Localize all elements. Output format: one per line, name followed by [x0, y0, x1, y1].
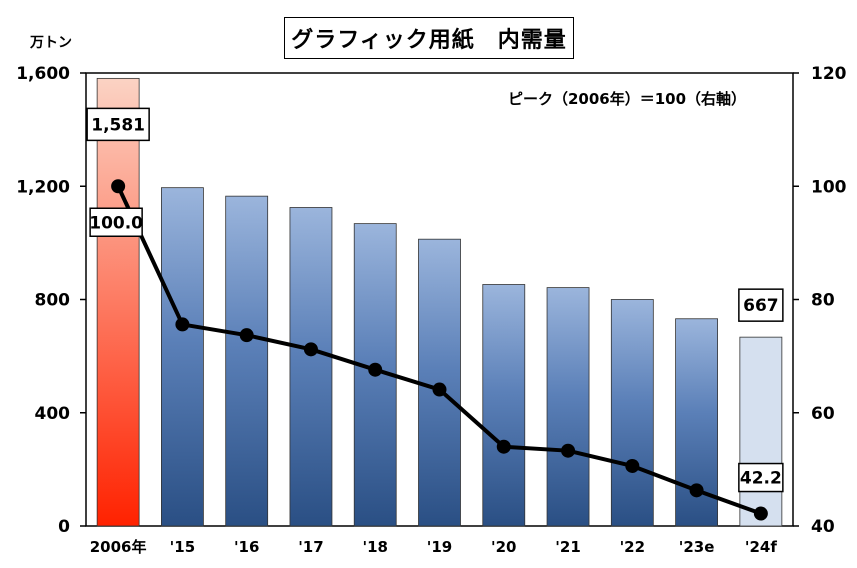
- x-tick-label: '21: [555, 538, 580, 556]
- chart-title: グラフィック用紙 内需量: [284, 17, 574, 59]
- left-axis-tick-label: 0: [58, 517, 70, 537]
- data-label-bar-10: 667: [743, 296, 779, 316]
- bar-3: [289, 207, 333, 527]
- data-label-line-0: 100.0: [89, 213, 143, 233]
- line-point-3: [303, 342, 318, 357]
- x-tick-label: 2006年: [90, 538, 147, 556]
- x-tick-label: '16: [234, 538, 259, 556]
- left-axis-tick-label: 400: [35, 404, 71, 424]
- x-tick-label: '17: [298, 538, 323, 556]
- line-point-6: [496, 439, 511, 454]
- bar-10: [739, 336, 783, 527]
- bar-5: [418, 238, 461, 527]
- x-tick-label: '18: [362, 538, 387, 556]
- line-point-1: [175, 317, 190, 332]
- right-axis-tick-label: 80: [811, 291, 835, 311]
- bar-8: [610, 299, 654, 527]
- x-tick-label: '22: [620, 538, 645, 556]
- line-point-5: [432, 382, 447, 397]
- data-label-bar-0: 1,581: [91, 115, 145, 135]
- x-tick-label: '23e: [679, 538, 715, 556]
- line-point-4: [368, 362, 383, 377]
- left-axis-tick-label: 1,200: [16, 177, 70, 197]
- right-axis-annotation: ピーク（2006年）＝100（右軸）: [508, 90, 747, 108]
- x-tick-label: '19: [427, 538, 452, 556]
- data-label-line-0-box: [89, 207, 143, 237]
- right-axis-tick-label: 120: [811, 64, 847, 84]
- data-label-bar-10-box: [738, 288, 784, 322]
- line-point-10: [753, 506, 768, 521]
- line-point-9: [689, 483, 704, 498]
- line-point-2: [239, 328, 254, 343]
- bar-0: [96, 77, 140, 527]
- right-axis-tick-label: 100: [811, 177, 847, 197]
- right-axis-tick-label: 60: [811, 404, 835, 424]
- bar-2: [225, 195, 269, 527]
- bar-1: [161, 187, 204, 527]
- bar-6: [482, 284, 526, 527]
- x-tick-label: '15: [170, 538, 195, 556]
- data-label-line-10: 42.2: [740, 469, 782, 489]
- data-label-line-10-box: [738, 462, 784, 493]
- data-label-bar-0-box: [86, 107, 150, 142]
- left-axis-tick-label: 1,600: [16, 64, 70, 84]
- line-point-8: [625, 458, 640, 473]
- right-axis-tick-label: 40: [811, 517, 835, 537]
- left-axis-tick-label: 800: [35, 291, 71, 311]
- line-point-7: [561, 443, 576, 458]
- bar-7: [546, 287, 590, 527]
- y-axis-unit-label: 万トン: [30, 35, 72, 51]
- x-tick-label: '20: [491, 538, 516, 556]
- line-point-0: [111, 179, 126, 194]
- x-tick-label: '24f: [745, 538, 777, 556]
